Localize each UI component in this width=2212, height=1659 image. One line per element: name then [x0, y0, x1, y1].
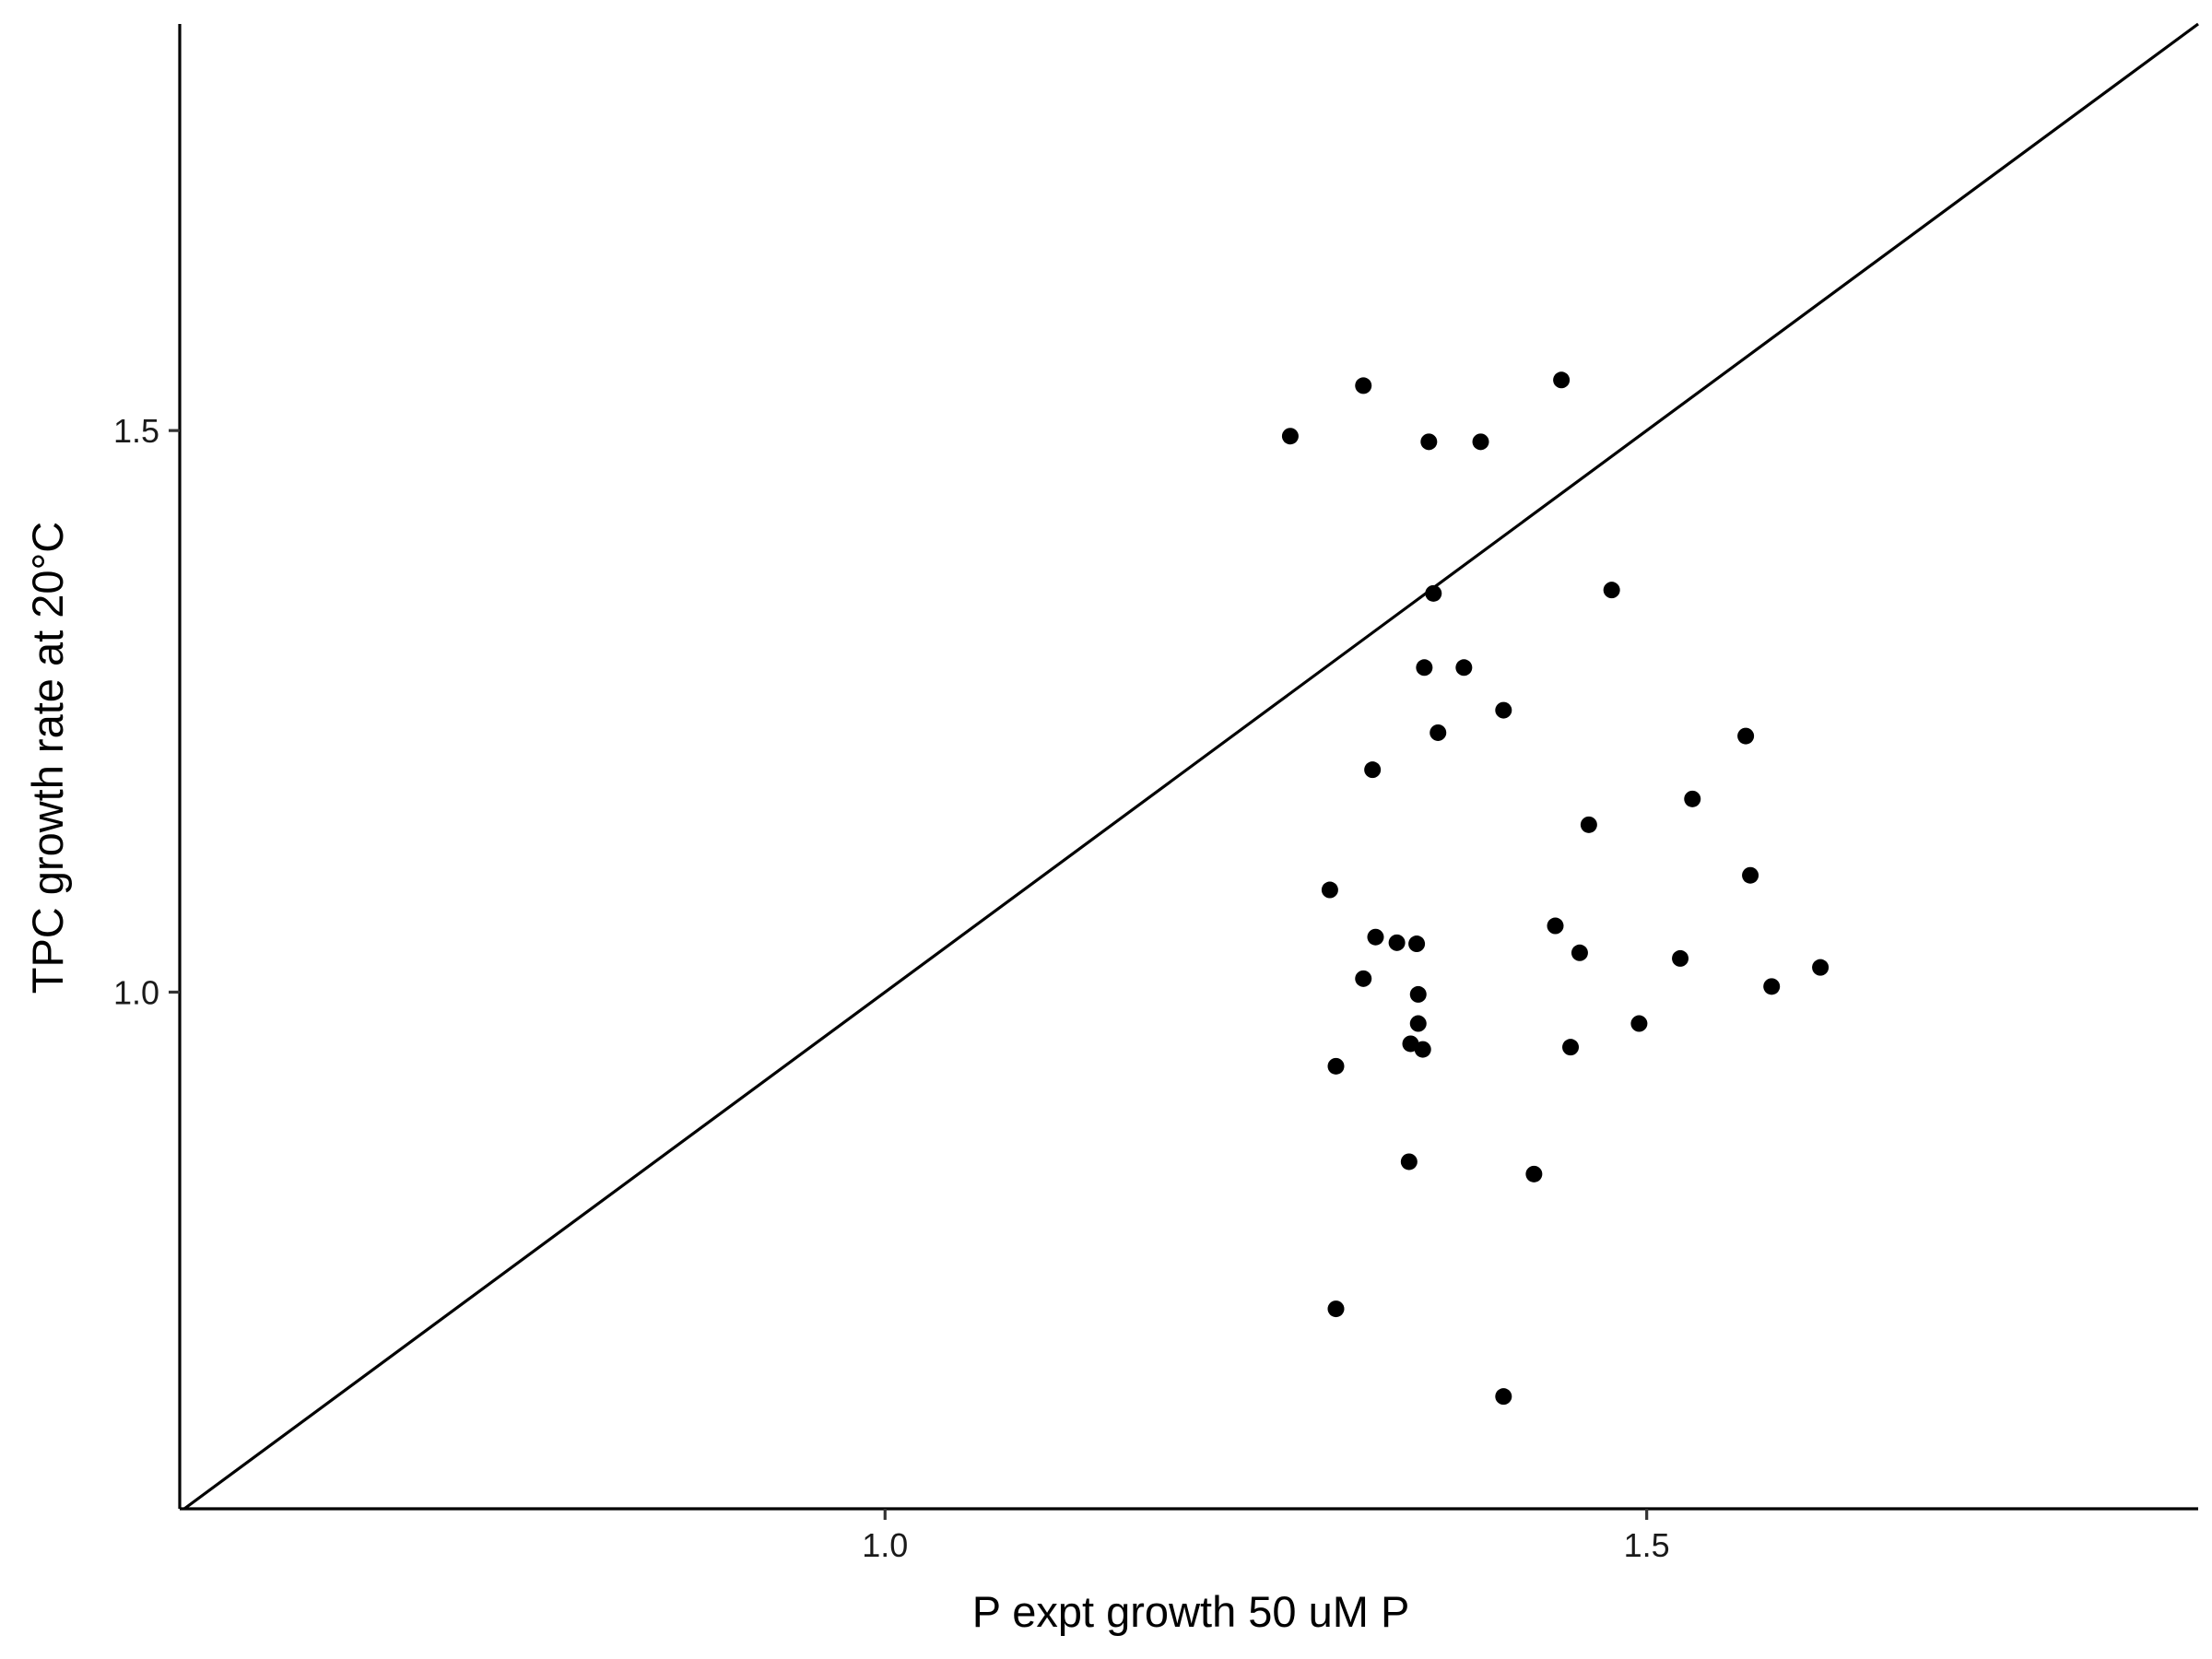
y-axis-ticks: 1.0 1.5 — [113, 412, 180, 1011]
axes: 1.0 1.5 1.0 1.5 — [113, 24, 2198, 1564]
data-point — [1472, 433, 1489, 451]
identity-reference-line — [183, 22, 2199, 1511]
data-point — [1409, 985, 1427, 1003]
data-point — [1420, 433, 1438, 451]
data-point — [1455, 659, 1473, 677]
data-point — [1367, 928, 1384, 946]
data-point — [1580, 816, 1597, 833]
data-point — [1495, 701, 1512, 719]
data-point — [1416, 659, 1433, 677]
data-point — [1763, 978, 1781, 995]
y-axis-title: TPC growth rate at 20°C — [23, 522, 72, 994]
data-point — [1742, 866, 1759, 884]
data-point — [1425, 584, 1442, 602]
data-point — [1630, 1015, 1648, 1032]
data-point — [1495, 1388, 1512, 1406]
data-point — [1672, 949, 1689, 967]
y-tick-label: 1.5 — [113, 412, 159, 450]
x-tick-label: 1.0 — [862, 1526, 908, 1564]
data-point — [1321, 881, 1338, 899]
data-point — [1547, 917, 1564, 935]
data-point — [1553, 371, 1571, 389]
data-point — [1430, 724, 1447, 741]
data-point — [1414, 1041, 1431, 1058]
data-point — [1408, 935, 1426, 953]
x-axis-title: P expt growth 50 uM P — [972, 1587, 1410, 1636]
x-tick-label: 1.5 — [1624, 1526, 1670, 1564]
data-point — [1812, 959, 1830, 976]
data-point — [1400, 1153, 1418, 1171]
y-tick-label: 1.0 — [113, 973, 159, 1011]
data-point — [1525, 1165, 1543, 1182]
data-point — [1409, 1015, 1427, 1032]
data-point — [1364, 761, 1382, 779]
data-point — [1388, 934, 1406, 951]
data-point — [1327, 1300, 1345, 1318]
data-point — [1327, 1057, 1345, 1075]
x-axis-ticks: 1.0 1.5 — [862, 1509, 1670, 1564]
data-point — [1281, 428, 1299, 445]
plot-area — [183, 22, 2199, 1511]
data-point — [1737, 727, 1755, 745]
data-point — [1603, 582, 1620, 599]
data-point — [1355, 970, 1372, 987]
data-point — [1562, 1039, 1580, 1056]
data-points — [1281, 371, 1830, 1406]
data-point — [1355, 377, 1372, 394]
data-point — [1684, 790, 1701, 807]
data-point — [1571, 944, 1588, 961]
